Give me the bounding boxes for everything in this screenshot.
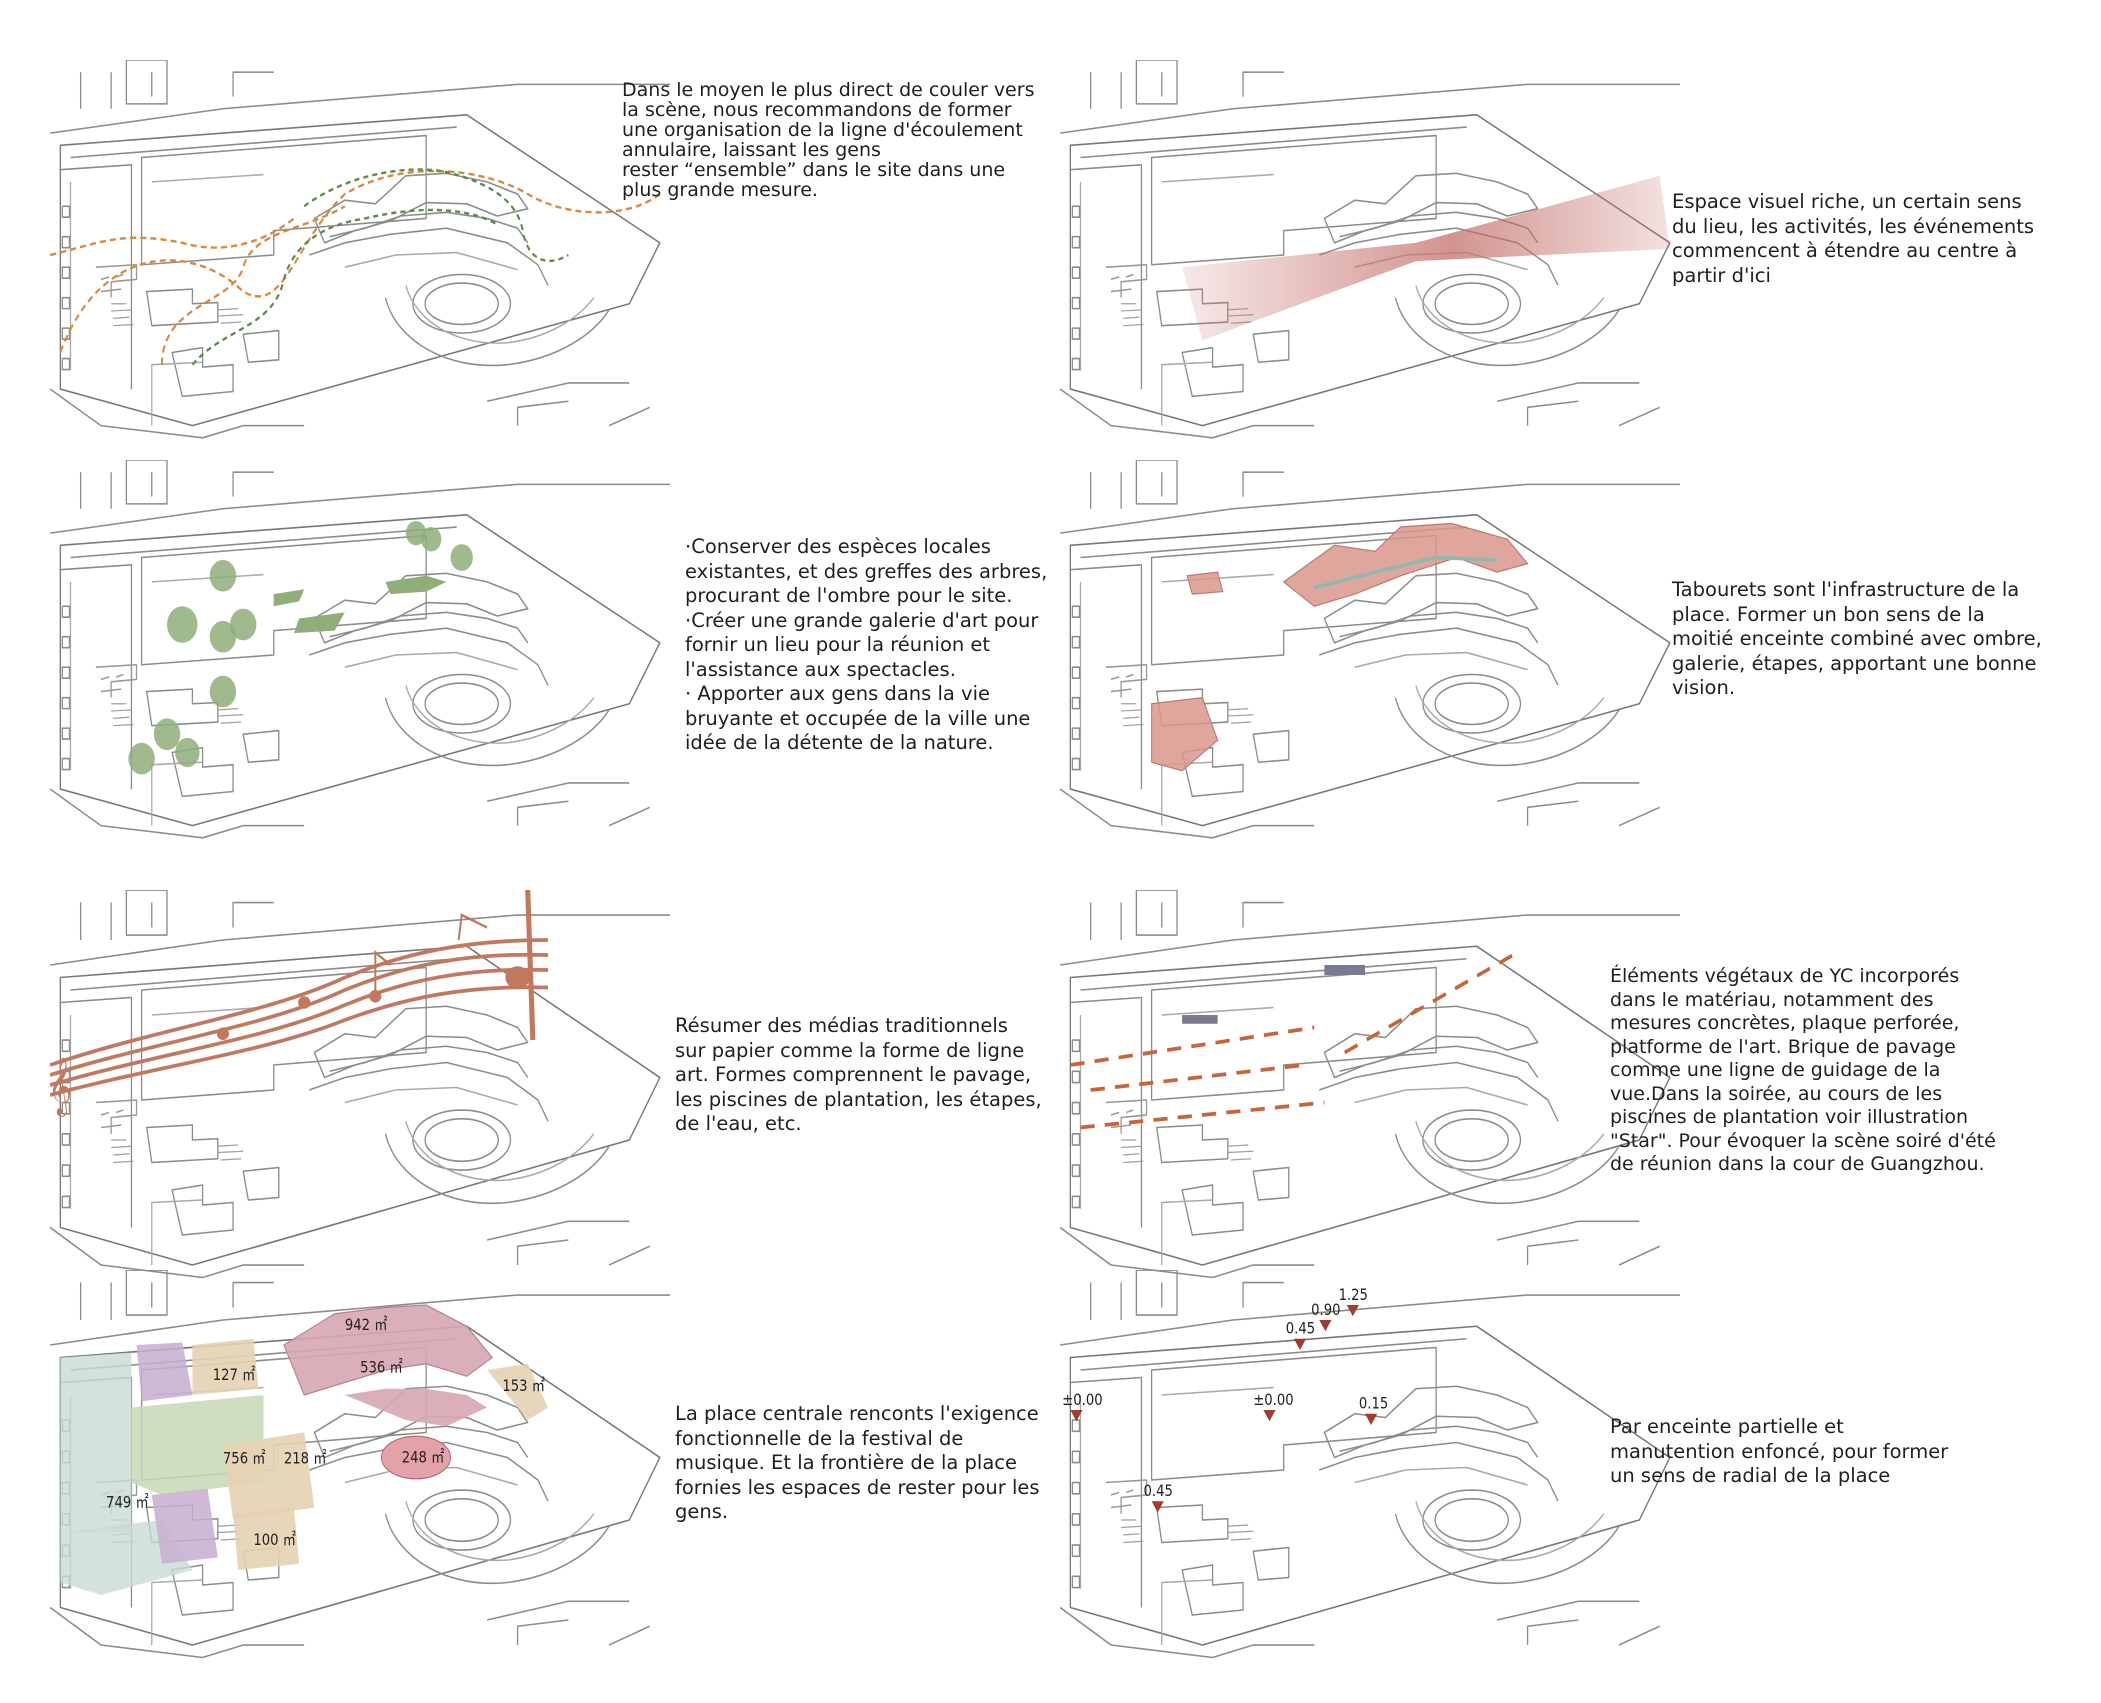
site-plan-visual (1059, 60, 1680, 439)
text-music-lines: Résumer des médias traditionnels sur pap… (675, 1014, 1042, 1135)
area-label-248: 248 ㎡ (402, 1448, 445, 1467)
orange-flow-path (160, 205, 346, 365)
green-flow-path (191, 208, 498, 366)
music-staff-line (49, 985, 549, 1097)
text-elevations: Par enceinte partielle et manutention en… (1610, 1415, 1949, 1487)
stool-zone (1151, 697, 1219, 772)
area-label-127: 127 ㎡ (213, 1366, 256, 1385)
elevation-marker-icon (1319, 1320, 1332, 1332)
area-label-942: 942 ㎡ (345, 1316, 388, 1335)
tree-circle (209, 620, 237, 653)
text-stools: Tabourets sont l'infrastructure de la pl… (1672, 578, 2042, 699)
gallery-green (294, 612, 345, 634)
elevation-label: 0.15 (1359, 1394, 1388, 1413)
area-label-749: 749 ㎡ (106, 1493, 149, 1512)
site-plan-trees (49, 460, 670, 839)
area-label-100: 100 ㎡ (253, 1531, 296, 1550)
zone-purple (151, 1488, 218, 1564)
music-note (369, 990, 382, 1003)
zone-tan (192, 1338, 259, 1395)
stool-line (1313, 555, 1498, 590)
paving-dash-line (1344, 950, 1519, 1055)
music-note (505, 966, 530, 989)
zone-stage (380, 1435, 452, 1480)
panel-stools (1050, 460, 1680, 850)
zone-tan (487, 1363, 549, 1420)
music-note (216, 1027, 229, 1040)
tree-circle (450, 544, 473, 571)
paving-dash-line (1080, 1100, 1325, 1130)
area-label-153: 153 ㎡ (502, 1377, 545, 1396)
elevation-label: 1.25 (1339, 1286, 1368, 1305)
panel-area-zones: 942 ㎡ 536 ㎡ 127 ㎡ 153 ㎡ 248 ㎡ 756 ㎡ 218 … (40, 1270, 670, 1670)
elevation-marker-icon (1365, 1413, 1378, 1425)
panel-flow-lines (40, 60, 670, 450)
tree-circle (153, 718, 181, 751)
text-paving-guide: Éléments végétaux de YC incorporés dans … (1610, 965, 1996, 1175)
tree-circle (175, 737, 200, 768)
elevation-marker-icon (1293, 1338, 1307, 1350)
music-note-flag (457, 913, 488, 941)
music-bar-line (525, 890, 536, 1041)
elevation-label: ±0.00 (1253, 1391, 1293, 1410)
site-plan-flow (49, 60, 670, 439)
elevation-marker-icon (1151, 1501, 1164, 1513)
tree-circle (167, 606, 198, 643)
orange-flow-path (49, 217, 295, 257)
area-label-218: 218 ㎡ (284, 1449, 327, 1468)
tree-circle (421, 527, 442, 552)
orange-flow-path (59, 169, 661, 353)
panel-music-lines: 𝄞 (40, 890, 670, 1290)
treble-clef-icon: 𝄞 (48, 1056, 72, 1116)
tree-circle (209, 559, 237, 592)
panel-paving-guide (1050, 890, 1680, 1290)
site-plan-elevations: ±0.00 ±0.00 0.45 0.90 1.25 0.15 0.45 (1059, 1270, 1680, 1659)
gallery-green (385, 575, 447, 595)
green-flow-path (303, 168, 569, 263)
elevation-label: 0.45 (1143, 1482, 1172, 1501)
elevation-marker-icon (1263, 1410, 1276, 1422)
music-staff-line (49, 952, 549, 1077)
elevation-label: 0.90 (1311, 1301, 1340, 1320)
elevation-marker-icon (1070, 1410, 1083, 1422)
panel-elevations: ±0.00 ±0.00 0.45 0.90 1.25 0.15 0.45 (1050, 1270, 1680, 1670)
gallery-bar (1182, 1015, 1218, 1024)
zone-purple (136, 1342, 193, 1402)
text-visual-space: Espace visuel riche, un certain sens du … (1672, 190, 2035, 287)
zone-tan (233, 1507, 300, 1570)
panel-trees (40, 460, 670, 850)
text-flow-lines: Dans le moyen le plus direct de couler v… (622, 79, 1035, 201)
site-plan-music: 𝄞 (48, 890, 670, 1279)
tree-circle (209, 675, 237, 708)
text-area-zones: La place centrale renconts l'exigence fo… (675, 1402, 1040, 1523)
panel-visual-space (1050, 60, 1680, 450)
zone-blue (60, 1352, 132, 1533)
paving-dash-line (1090, 1063, 1305, 1092)
site-plan-paving (1059, 890, 1680, 1279)
tree-circle (230, 608, 257, 641)
text-trees: ·Conserver des espèces locales existante… (685, 535, 1048, 754)
zone-pink (344, 1388, 488, 1427)
gallery-bar (1324, 965, 1365, 975)
tree-circle (128, 742, 155, 775)
site-plan-zones: 942 ㎡ 536 ㎡ 127 ㎡ 153 ㎡ 248 ㎡ 756 ㎡ 218 … (49, 1270, 670, 1659)
music-staff-line (49, 938, 549, 1067)
zone-tan (222, 1432, 315, 1520)
elevation-marker-icon (1346, 1305, 1359, 1317)
zone-pink (283, 1304, 493, 1396)
site-plan-stools (1059, 460, 1680, 839)
paving-dash-line (1070, 1025, 1315, 1067)
gallery-green (273, 589, 305, 607)
stool-zone (1186, 571, 1224, 595)
elevation-label: 0.45 (1286, 1319, 1315, 1338)
music-note (298, 996, 311, 1009)
music-note-flag (374, 950, 392, 990)
music-staff-line (49, 967, 549, 1087)
area-label-536: 536 ㎡ (360, 1358, 403, 1377)
elevation-label: ±0.00 (1062, 1391, 1102, 1410)
area-label-756: 756 ㎡ (223, 1449, 266, 1468)
visual-fan (1182, 175, 1670, 341)
